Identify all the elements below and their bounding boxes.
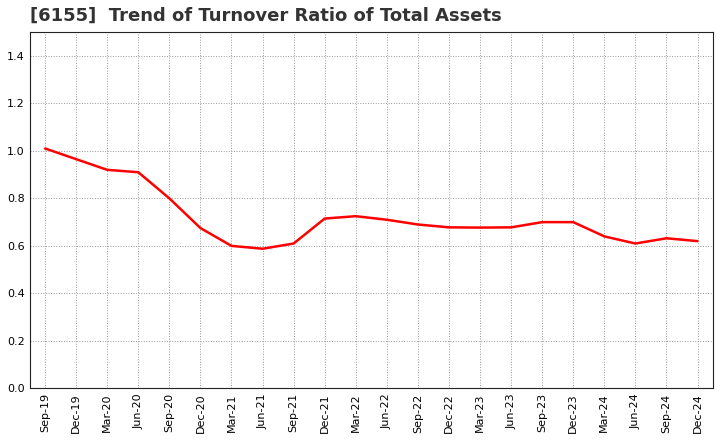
Text: [6155]  Trend of Turnover Ratio of Total Assets: [6155] Trend of Turnover Ratio of Total … <box>30 7 501 25</box>
